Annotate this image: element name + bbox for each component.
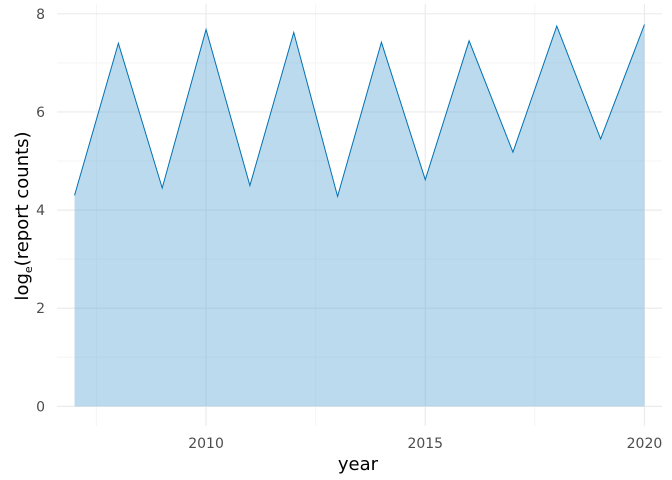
x-tick-label: 2020: [627, 436, 663, 452]
y-tick-label: 4: [36, 203, 45, 219]
x-axis-title: year: [338, 454, 379, 475]
y-axis-title-subscript: e: [22, 266, 35, 273]
y-tick-label: 0: [36, 399, 45, 415]
x-tick-labels: 2010 2015 2020: [188, 436, 662, 452]
y-tick-labels: 0 2 4 6 8: [36, 7, 45, 416]
area-fill: [74, 24, 645, 407]
series-line: [74, 24, 645, 199]
x-tick-label: 2015: [407, 436, 443, 452]
y-axis-title-suffix: (report counts): [12, 131, 33, 266]
y-tick-label: 8: [36, 7, 45, 23]
y-tick-label: 2: [36, 301, 45, 317]
y-axis-title-prefix: log: [12, 273, 33, 300]
y-axis-title: loge(report counts): [12, 131, 35, 300]
minor-gridlines: [57, 4, 662, 426]
major-gridlines: [57, 4, 662, 426]
y-tick-label: 6: [36, 105, 45, 121]
x-tick-label: 2010: [188, 436, 224, 452]
